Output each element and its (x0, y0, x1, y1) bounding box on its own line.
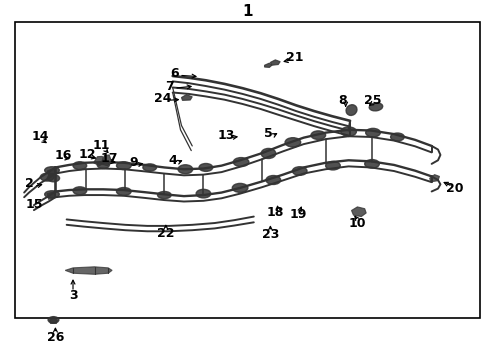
Ellipse shape (261, 148, 276, 158)
Polygon shape (270, 60, 280, 65)
Text: 25: 25 (364, 94, 382, 107)
Polygon shape (101, 155, 112, 166)
Ellipse shape (73, 187, 87, 195)
Text: 3: 3 (69, 289, 77, 302)
Text: 15: 15 (25, 198, 43, 211)
Ellipse shape (365, 159, 379, 168)
Text: 6: 6 (170, 67, 178, 80)
Text: 17: 17 (100, 152, 118, 165)
Polygon shape (265, 63, 272, 67)
Text: 7: 7 (165, 80, 173, 93)
Text: 20: 20 (446, 183, 464, 195)
Ellipse shape (158, 192, 171, 199)
Ellipse shape (143, 164, 157, 171)
Text: 2: 2 (24, 177, 33, 190)
Ellipse shape (97, 161, 109, 168)
Ellipse shape (45, 167, 59, 174)
Bar (15, 22, 480, 318)
Ellipse shape (232, 183, 248, 192)
Ellipse shape (45, 191, 59, 198)
Text: 11: 11 (92, 139, 110, 152)
Ellipse shape (48, 175, 60, 182)
Text: 1: 1 (242, 4, 253, 19)
Ellipse shape (369, 103, 383, 111)
Ellipse shape (233, 158, 249, 167)
Ellipse shape (117, 162, 131, 170)
Text: 4: 4 (168, 154, 177, 167)
Ellipse shape (117, 188, 131, 195)
Text: 10: 10 (348, 217, 366, 230)
Polygon shape (94, 156, 104, 166)
Polygon shape (49, 317, 57, 323)
Text: 9: 9 (129, 156, 138, 169)
Ellipse shape (341, 127, 356, 136)
Polygon shape (181, 95, 192, 100)
Ellipse shape (199, 163, 213, 171)
Text: 14: 14 (32, 130, 49, 143)
Text: 22: 22 (157, 226, 174, 239)
Ellipse shape (293, 167, 307, 175)
Ellipse shape (178, 165, 193, 174)
Ellipse shape (40, 173, 54, 181)
Polygon shape (65, 267, 112, 274)
Ellipse shape (266, 176, 281, 184)
Text: 16: 16 (54, 149, 72, 162)
Polygon shape (47, 167, 55, 176)
Text: 23: 23 (262, 228, 279, 241)
Text: 19: 19 (289, 208, 306, 221)
Text: 13: 13 (218, 129, 235, 142)
Text: 5: 5 (264, 127, 273, 140)
Text: 18: 18 (267, 207, 284, 220)
Ellipse shape (366, 129, 380, 137)
Ellipse shape (346, 105, 357, 116)
Ellipse shape (73, 162, 87, 170)
Text: 21: 21 (286, 51, 304, 64)
Text: 8: 8 (339, 94, 347, 107)
Ellipse shape (285, 138, 301, 147)
Ellipse shape (311, 131, 326, 139)
Text: 26: 26 (47, 330, 64, 343)
Ellipse shape (326, 161, 340, 170)
Text: 12: 12 (79, 148, 97, 161)
Ellipse shape (391, 133, 404, 141)
Ellipse shape (48, 317, 59, 323)
Ellipse shape (196, 189, 211, 198)
Text: 24: 24 (154, 92, 171, 105)
Polygon shape (47, 192, 55, 199)
Polygon shape (351, 207, 366, 217)
Polygon shape (430, 175, 440, 182)
